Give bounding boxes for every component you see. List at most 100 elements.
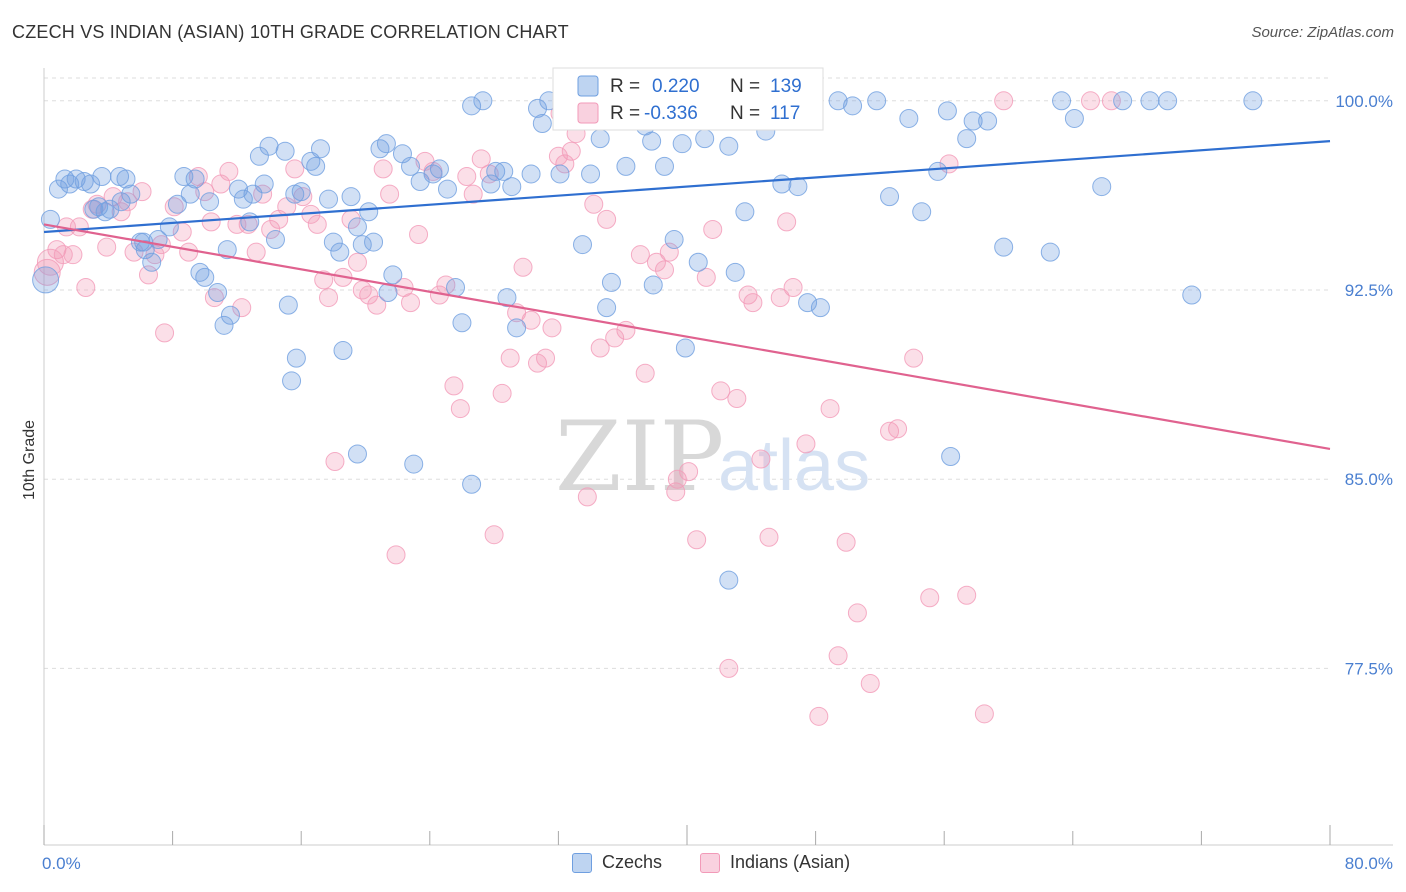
czech-point (437, 179, 457, 199)
indian-point (155, 323, 175, 343)
czech-point (333, 341, 353, 361)
y-tick-label: 100.0% (1335, 92, 1393, 111)
czech-point (597, 298, 617, 318)
indian-point (492, 383, 512, 403)
legend-swatch-indians (700, 852, 720, 873)
czech-point (135, 240, 155, 260)
czech-point (185, 169, 205, 189)
czech-point (200, 192, 220, 212)
indian-point (590, 338, 610, 358)
czech-point (994, 237, 1014, 257)
czech-point (735, 202, 755, 222)
czech-point (899, 108, 919, 128)
czech-point (282, 371, 302, 391)
czech-point (937, 101, 957, 121)
czech-point (259, 136, 279, 156)
czech-point (89, 197, 109, 217)
czech-point (481, 174, 501, 194)
indian-point (994, 91, 1014, 111)
czech-point (174, 166, 194, 186)
indian-point (444, 376, 464, 396)
stats-legend: R = 0.220 N = 139 R = -0.336 N = 117 (552, 67, 824, 131)
czech-point (310, 139, 330, 159)
indian-point (204, 288, 224, 308)
chart-title: CZECH VS INDIAN (ASIAN) 10TH GRADE CORRE… (12, 22, 569, 42)
indian-point (727, 388, 747, 408)
czech-point (95, 202, 115, 222)
czech-point (978, 111, 998, 131)
czech-point (798, 293, 818, 313)
czech-point (695, 129, 715, 149)
czech-point (590, 129, 610, 149)
czech-point (719, 136, 739, 156)
indian-point (796, 434, 816, 454)
czech-point (1052, 91, 1072, 111)
indian-point (36, 248, 64, 276)
czech-point (220, 305, 240, 325)
indian-point (386, 545, 406, 565)
indian-point (783, 277, 803, 297)
czech-point (473, 91, 493, 111)
indian-point (654, 260, 674, 280)
indian-point (777, 212, 797, 232)
czech-point (92, 166, 112, 186)
czech-point (240, 212, 260, 232)
indian-point (542, 318, 562, 338)
czech-point (664, 230, 684, 250)
indian-point (687, 530, 707, 550)
legend-swatch-czechs (572, 852, 592, 873)
czech-point (330, 242, 350, 262)
indian-point (97, 237, 117, 257)
indian-point (253, 184, 273, 204)
czech-point (60, 174, 80, 194)
czech-swatch (577, 75, 599, 97)
indian-point (667, 469, 687, 489)
czech-point (429, 159, 449, 179)
indian-r-label: R = (610, 103, 640, 124)
indian-point (809, 706, 829, 726)
watermark-zip: ZIP (555, 401, 724, 513)
indian-point (974, 704, 994, 724)
czech-point (121, 184, 141, 204)
indian-point (401, 293, 421, 313)
indian-point (743, 293, 763, 313)
y-tick-label: 77.5% (1345, 659, 1393, 678)
czech-point (957, 129, 977, 149)
indian-point (920, 588, 940, 608)
legend-item-czechs: Czechs (572, 852, 662, 873)
indian-point (759, 527, 779, 547)
indian-point (307, 214, 327, 234)
indian-r-value: -0.336 (644, 103, 698, 124)
indian-point (635, 363, 655, 383)
czech-point (347, 217, 367, 237)
czech-point (462, 474, 482, 494)
czech-point (278, 295, 298, 315)
indian-point (450, 399, 470, 419)
czech-point (1064, 108, 1084, 128)
czech-point (581, 164, 601, 184)
czech-point (180, 184, 200, 204)
czech-point (486, 161, 506, 181)
czech-point (84, 199, 104, 219)
czech-point (359, 202, 379, 222)
czech-n-value: 139 (770, 76, 802, 97)
czech-point (963, 111, 983, 131)
czech-point (229, 179, 249, 199)
czech-point (116, 169, 136, 189)
legend-label-czechs: Czechs (602, 852, 663, 872)
czech-point (195, 267, 215, 287)
czech-point (532, 114, 552, 133)
indian-point (577, 487, 597, 507)
indian-point (261, 219, 281, 239)
indian-point (319, 288, 339, 308)
indian-points (33, 91, 1121, 726)
czech-point (100, 199, 120, 219)
czech-point (725, 262, 745, 282)
indian-point (132, 182, 152, 202)
indian-point (711, 381, 731, 401)
indian-point (179, 242, 199, 262)
czech-point (291, 182, 311, 202)
bottom-legend: Czechs Indians (Asian) (0, 852, 1406, 880)
indian-point (630, 245, 650, 265)
